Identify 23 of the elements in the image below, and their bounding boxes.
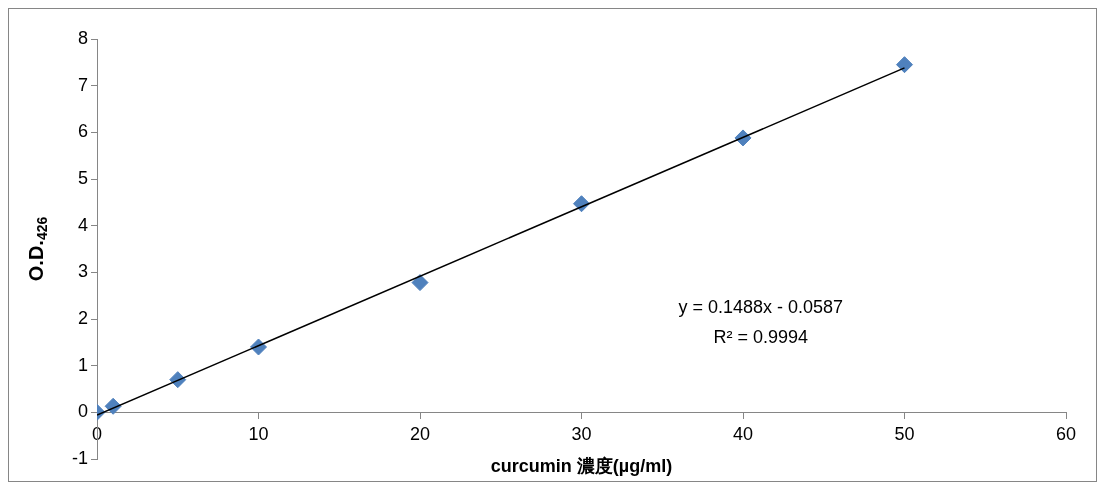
y-tick-label: 0	[77, 401, 88, 422]
y-tick-label: 1	[77, 354, 88, 375]
x-tick-label: 10	[248, 424, 269, 445]
x-tick-label: 30	[571, 424, 592, 445]
y-tick-label: 3	[77, 261, 88, 282]
point	[896, 56, 913, 74]
y-tick-label: 2	[77, 307, 88, 328]
x-tick-label: 0	[92, 424, 103, 445]
annotation: R² = 0.9994	[713, 326, 809, 347]
y-tick-label: -1	[71, 447, 88, 468]
y-tick-label: 6	[77, 121, 88, 142]
y-tick-label: 4	[77, 214, 88, 235]
point	[411, 274, 429, 292]
annotation: y = 0.1488x - 0.0587	[678, 296, 844, 317]
x-tick-label: 50	[894, 424, 915, 445]
x-axis-title: curcumin 濃度(µg/ml)	[490, 455, 673, 476]
y-tick-label: 8	[77, 27, 88, 48]
y-tick-label: 5	[77, 167, 88, 188]
y-tick-label: 7	[77, 74, 88, 95]
x-tick-label: 20	[409, 424, 431, 445]
x-tick-label: 60	[1055, 424, 1077, 445]
y-axis-title: O.D.426	[24, 216, 50, 282]
x-tick-label: 40	[732, 424, 754, 445]
